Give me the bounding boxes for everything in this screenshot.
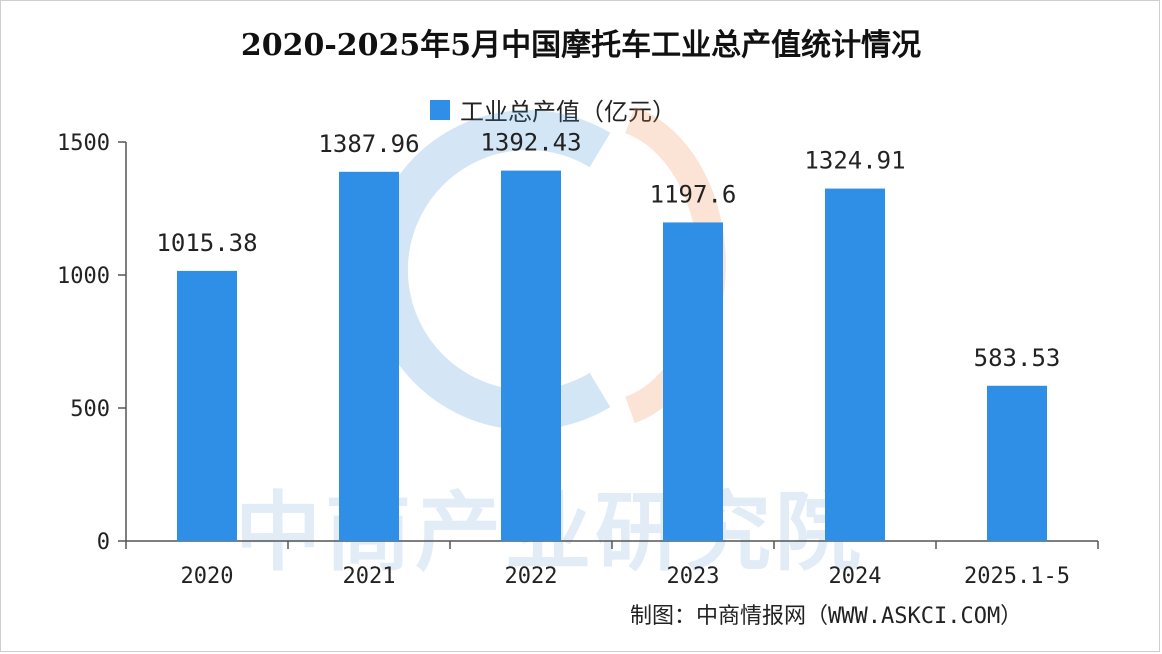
data-label: 583.53 [974, 344, 1061, 372]
y-tick-label: 1500 [57, 131, 110, 156]
data-label: 1197.6 [650, 180, 737, 208]
x-tick-label: 2024 [829, 564, 882, 589]
x-tick-label: 2025.1-5 [964, 564, 1070, 589]
axes: 0 500 1000 1500 2020 2021 2022 2023 2024 2025.1-5 [57, 131, 1099, 589]
bar [825, 188, 885, 541]
bar [501, 170, 561, 541]
x-tick-label: 2023 [667, 564, 720, 589]
x-tick-label: 2020 [181, 564, 234, 589]
y-tick-label: 0 [97, 530, 110, 555]
data-label: 1387.96 [318, 130, 419, 158]
legend-swatch [430, 99, 450, 120]
data-label: 1324.91 [804, 147, 905, 175]
legend-label: 工业总产值（亿元） [460, 98, 676, 126]
y-tick-label: 1000 [57, 264, 110, 289]
source-credit: 制图：中商情报网（WWW.ASKCI.COM） [630, 604, 1023, 629]
x-tick-label: 2021 [343, 564, 396, 589]
x-tick-label: 2022 [505, 564, 558, 589]
bar [987, 385, 1047, 541]
data-label: 1015.38 [156, 229, 257, 257]
bar [663, 222, 723, 541]
data-labels: 1015.38 1387.96 1392.43 1197.6 1324.91 583.53 [156, 129, 1060, 372]
bar [339, 171, 399, 541]
chart-title: 2020-2025年5月中国摩托车工业总产值统计情况 [240, 28, 922, 63]
legend: 工业总产值（亿元） [430, 92, 676, 127]
bars [177, 170, 1047, 541]
bar [177, 270, 237, 541]
data-label: 1392.43 [480, 129, 581, 157]
y-tick-label: 500 [70, 397, 110, 422]
